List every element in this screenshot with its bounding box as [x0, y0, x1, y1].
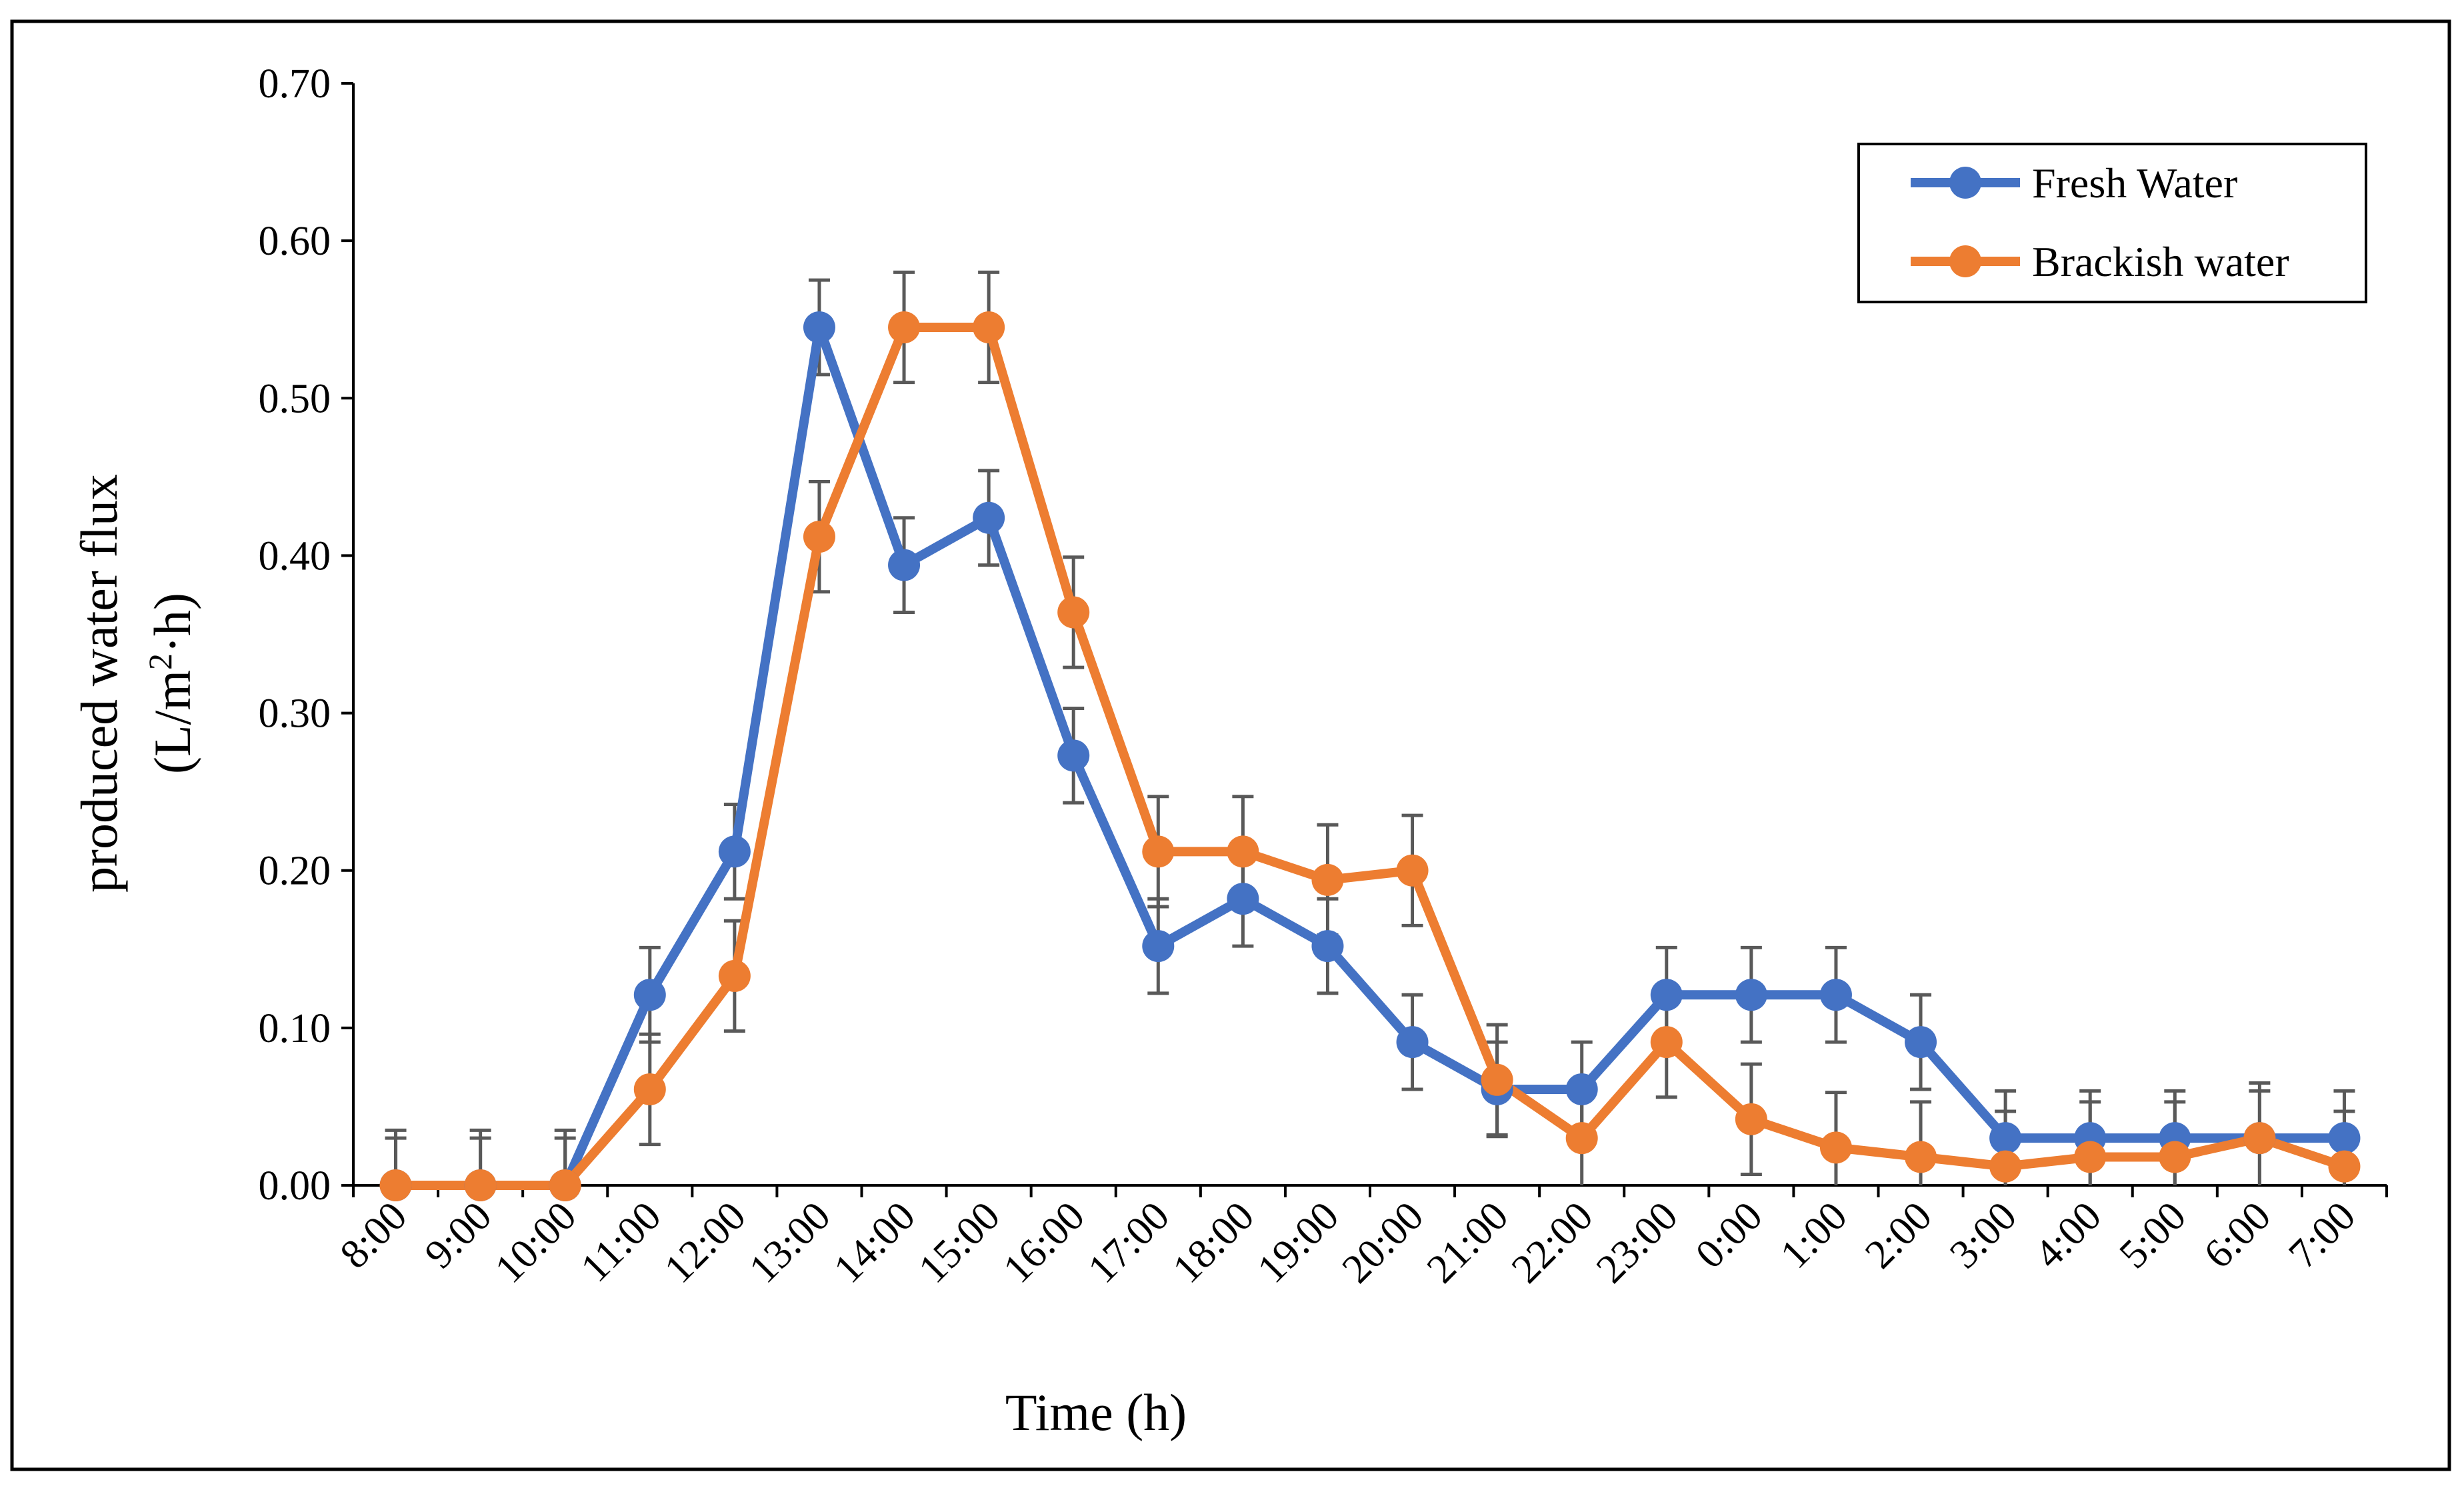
data-point-brackish-water — [379, 1169, 412, 1201]
series-points — [379, 311, 2361, 1201]
data-point-brackish-water — [1227, 835, 1259, 868]
data-point-brackish-water — [2328, 1150, 2361, 1183]
data-point-brackish-water — [1735, 1103, 1767, 1135]
data-point-fresh-water — [1311, 930, 1344, 963]
legend-swatch-marker-brackish-water — [1949, 245, 1981, 277]
data-point-brackish-water — [633, 1073, 666, 1105]
data-point-fresh-water — [803, 311, 835, 344]
data-point-brackish-water — [549, 1169, 581, 1201]
data-point-fresh-water — [1396, 1026, 1429, 1059]
data-point-brackish-water — [2159, 1141, 2191, 1173]
data-point-fresh-water — [1735, 979, 1767, 1011]
y-axis-title-unit-suffix: ·h) — [143, 593, 201, 653]
data-point-brackish-water — [803, 521, 835, 553]
y-axis-title: produced water flux (L/m2·h) — [70, 474, 201, 893]
data-point-brackish-water — [888, 311, 921, 344]
data-point-fresh-water — [1565, 1073, 1598, 1105]
y-axis-title-unit-prefix: (L/m — [143, 670, 201, 774]
data-point-brackish-water — [1396, 854, 1429, 887]
y-tick-label: 0.70 — [259, 61, 331, 107]
legend-box — [1857, 143, 2367, 303]
y-tick-label: 0.60 — [259, 219, 331, 264]
data-point-fresh-water — [1142, 930, 1175, 963]
data-point-brackish-water — [464, 1169, 497, 1201]
legend-swatch-marker-fresh-water — [1949, 167, 1981, 199]
data-point-brackish-water — [1311, 863, 1344, 896]
data-point-fresh-water — [1989, 1122, 2022, 1155]
x-axis-title: Time (h) — [1005, 1383, 1187, 1441]
y-tick-label: 0.20 — [259, 849, 331, 894]
data-point-brackish-water — [718, 959, 751, 992]
data-point-fresh-water — [633, 979, 666, 1011]
y-tick-label: 0.10 — [259, 1006, 331, 1051]
y-axis-title-line2: (L/m2·h) — [141, 593, 201, 774]
y-tick-label: 0.40 — [259, 533, 331, 579]
y-tick-label: 0.30 — [259, 691, 331, 737]
data-point-brackish-water — [2243, 1122, 2276, 1155]
data-point-fresh-water — [1227, 883, 1259, 915]
data-point-fresh-water — [718, 835, 751, 868]
data-point-brackish-water — [1819, 1131, 1852, 1164]
y-tick-label: 0.50 — [259, 376, 331, 421]
data-point-brackish-water — [1142, 835, 1175, 868]
data-point-fresh-water — [1905, 1026, 1937, 1059]
data-point-brackish-water — [1650, 1026, 1683, 1059]
legend-label-fresh-water: Fresh Water — [2032, 159, 2237, 207]
data-point-brackish-water — [2074, 1141, 2107, 1173]
data-point-brackish-water — [1057, 596, 1090, 629]
y-tick-label: 0.00 — [259, 1163, 331, 1209]
legend-label-brackish-water: Brackish water — [2032, 238, 2289, 285]
data-point-fresh-water — [1057, 739, 1090, 772]
data-point-brackish-water — [973, 311, 1005, 344]
data-point-fresh-water — [1650, 979, 1683, 1011]
y-axis: 0.00 0.10 0.20 0.30 0.40 0.50 0.60 0.70 — [259, 61, 355, 1209]
data-point-fresh-water — [2328, 1122, 2361, 1155]
legend: Fresh Water Brackish water — [1857, 143, 2367, 303]
data-point-fresh-water — [973, 501, 1005, 534]
data-point-brackish-water — [1989, 1150, 2022, 1183]
data-point-brackish-water — [1905, 1141, 1937, 1173]
y-axis-title-line1: produced water flux — [70, 474, 128, 893]
data-point-fresh-water — [1819, 979, 1852, 1011]
data-point-brackish-water — [1565, 1122, 1598, 1155]
data-point-brackish-water — [1481, 1063, 1513, 1096]
data-point-fresh-water — [888, 549, 921, 581]
y-axis-title-unit-superscript: 2 — [141, 653, 179, 670]
